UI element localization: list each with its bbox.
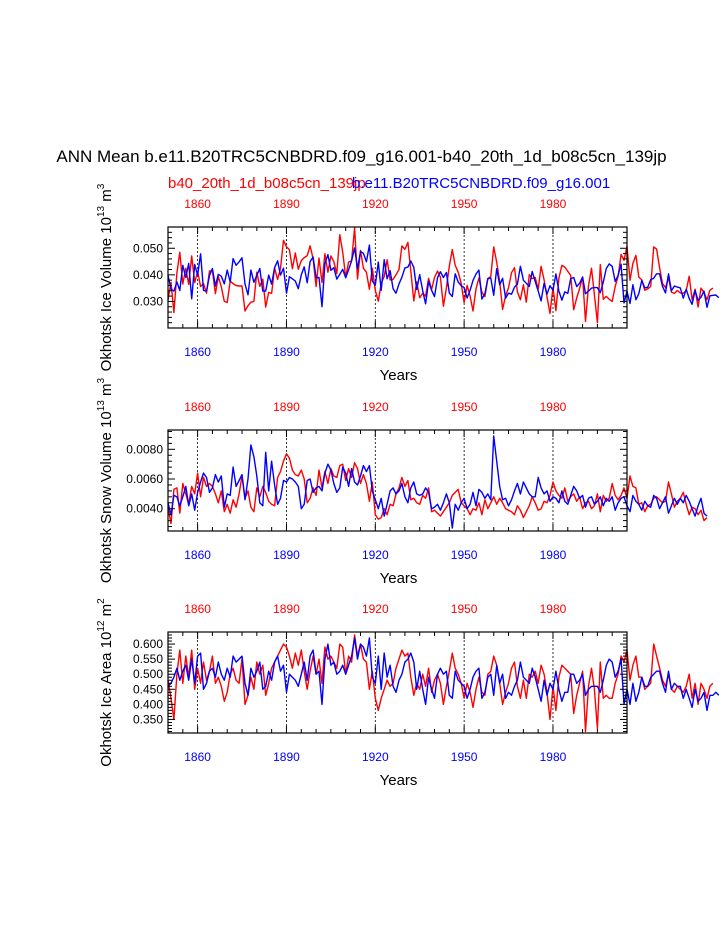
x-tick-label-top: 1950	[451, 400, 478, 414]
x-tick-label-top: 1890	[273, 400, 300, 414]
y-tick-label: 0.400	[133, 697, 163, 711]
x-tick-label-top: 1890	[273, 602, 300, 616]
y-axis-label-part: 10	[98, 217, 115, 234]
y-tick-label: 0.0040	[126, 502, 163, 516]
y-tick-label: 0.0080	[126, 442, 163, 456]
x-tick-label-top: 1980	[540, 400, 567, 414]
y-axis-label-part: 3	[96, 378, 107, 384]
y-axis-label-part: Okhotsk Ice Volume	[98, 234, 115, 372]
x-tick-label-bottom: 1890	[273, 548, 300, 562]
y-axis-label: Okhotsk Ice Volume 1013 m3	[96, 183, 115, 371]
y-axis-label-part: Okhotsk Snow Volume	[98, 428, 115, 583]
legend-red-label: b40_20th_1d_b08c5cn_139jp	[168, 175, 366, 192]
x-tick-label-top: 1980	[540, 197, 567, 211]
y-axis-label-part: 10	[98, 632, 115, 649]
x-tick-label-top: 1860	[184, 197, 211, 211]
x-tick-label-top: 1920	[362, 400, 389, 414]
x-axis-label: Years	[380, 772, 418, 789]
x-tick-label-bottom: 1920	[362, 548, 389, 562]
series-line-red	[167, 227, 714, 324]
y-axis-label-part: m	[98, 604, 115, 621]
x-tick-label-top: 1920	[362, 602, 389, 616]
legend-blue-label: b.e11.B20TRC5CNBDRD.f09_g16.001	[352, 175, 611, 192]
x-tick-label-bottom: 1980	[540, 345, 567, 359]
y-tick-label: 0.050	[133, 241, 163, 255]
y-tick-label: 0.040	[133, 268, 163, 282]
figure-title: ANN Mean b.e11.B20TRC5CNBDRD.f09_g16.001…	[56, 147, 667, 166]
y-axis-label-part: Okhotsk Ice Area	[98, 648, 115, 766]
x-tick-label-bottom: 1890	[273, 750, 300, 764]
series-line-blue	[167, 435, 708, 529]
y-axis-label: Okhotsk Ice Area 1012 m2	[96, 598, 115, 767]
y-tick-label: 0.600	[133, 637, 163, 651]
chart-panel-snow-volume: 0.0040 0.0060 0.0080 1860 1860 1890 1890 1920 19…	[96, 378, 708, 587]
x-tick-label-top: 1890	[273, 197, 300, 211]
x-tick-label-bottom: 1860	[184, 345, 211, 359]
y-axis-label-part: m	[98, 384, 115, 401]
y-axis-label-part: 3	[96, 183, 107, 189]
x-tick-label-top: 1920	[362, 197, 389, 211]
x-tick-label-top: 1860	[184, 400, 211, 414]
y-axis-label-part: 2	[96, 598, 107, 604]
x-tick-label-top: 1860	[184, 602, 211, 616]
x-tick-label-bottom: 1950	[451, 345, 478, 359]
plot-frame	[167, 429, 628, 532]
x-tick-label-bottom: 1950	[451, 548, 478, 562]
series-line-red	[167, 634, 714, 733]
plot-frame	[167, 226, 628, 329]
x-tick-label-bottom: 1890	[273, 345, 300, 359]
y-axis-label-part: 10	[98, 411, 115, 428]
y-axis-label: Okhotsk Snow Volume 1013 m3	[96, 378, 115, 584]
y-tick-label: 0.550	[133, 652, 163, 666]
x-axis-label: Years	[380, 367, 418, 384]
series-line-blue	[167, 244, 720, 308]
x-tick-label-bottom: 1950	[451, 750, 478, 764]
y-axis-label-part: 13	[96, 205, 107, 217]
x-tick-label-bottom: 1920	[362, 345, 389, 359]
y-tick-label: 0.500	[133, 667, 163, 681]
y-tick-label: 0.450	[133, 682, 163, 696]
chart-panel-ice-volume: 0.030 0.040 0.050 1860 1860 1890 1890 1920 1920 1…	[96, 183, 720, 384]
y-axis-label-part: 12	[96, 620, 107, 632]
y-tick-label: 0.0060	[126, 472, 163, 486]
x-tick-label-bottom: 1860	[184, 548, 211, 562]
x-tick-label-top: 1980	[540, 602, 567, 616]
x-tick-label-top: 1950	[451, 602, 478, 616]
x-tick-label-bottom: 1980	[540, 750, 567, 764]
x-tick-label-bottom: 1860	[184, 750, 211, 764]
x-tick-label-bottom: 1920	[362, 750, 389, 764]
y-axis-label-part: m	[98, 189, 115, 206]
y-tick-label: 0.350	[133, 712, 163, 726]
y-tick-label: 0.030	[133, 294, 163, 308]
x-axis-label: Years	[380, 570, 418, 587]
plot-frame	[167, 631, 628, 734]
x-tick-label-bottom: 1980	[540, 548, 567, 562]
x-tick-label-top: 1950	[451, 197, 478, 211]
y-axis-label-part: 13	[96, 400, 107, 412]
